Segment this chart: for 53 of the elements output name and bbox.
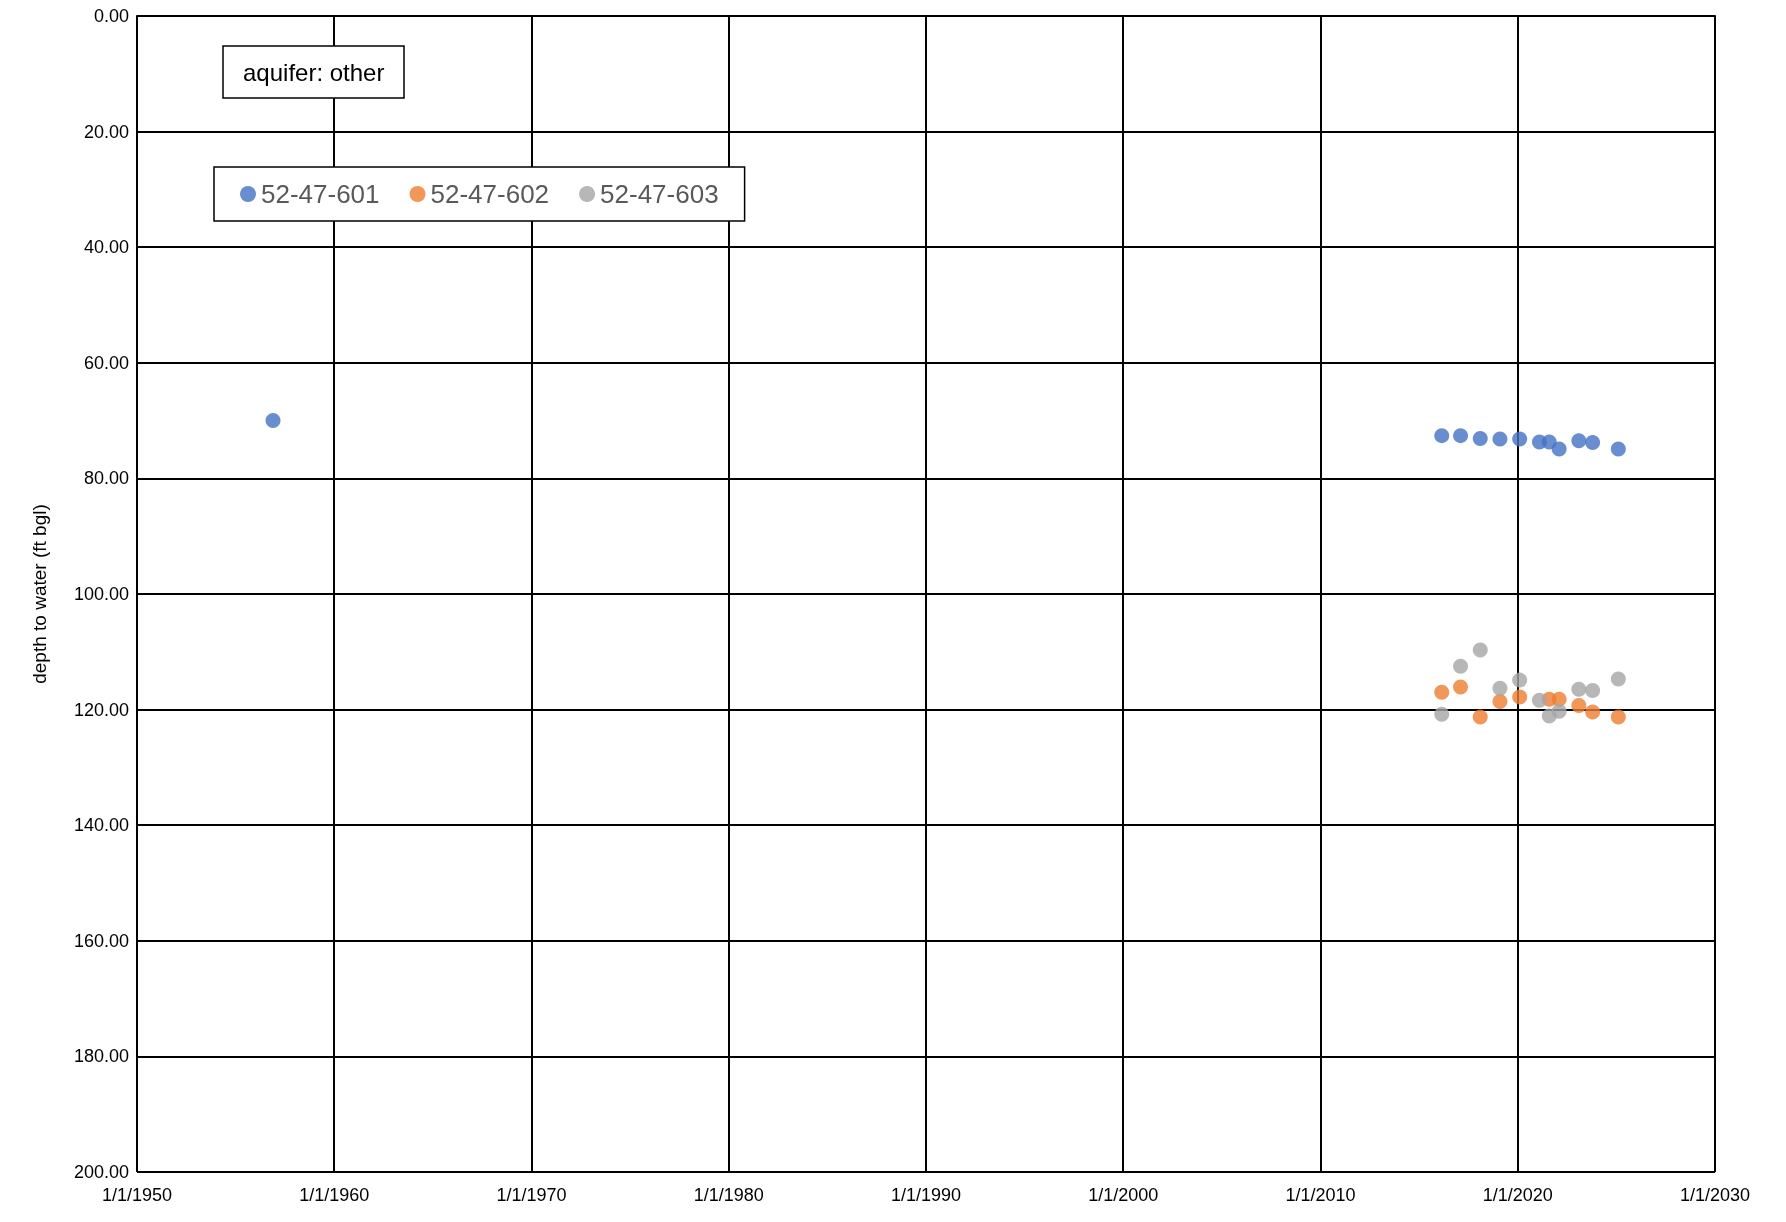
point [1492, 680, 1508, 696]
point [265, 413, 281, 429]
x-tick-label: 1/1/2010 [1285, 1185, 1356, 1205]
y-tick-label: 160.00 [73, 930, 129, 951]
point [1571, 681, 1587, 697]
point [1472, 431, 1488, 447]
point [1453, 679, 1469, 695]
point [1472, 709, 1488, 725]
y-tick-label: 140.00 [73, 815, 129, 836]
point [1571, 698, 1587, 714]
point [1610, 671, 1626, 687]
point [1453, 658, 1469, 674]
point [1492, 431, 1508, 447]
y-tick-label: 40.00 [83, 237, 129, 258]
y-tick-label: 100.00 [73, 584, 129, 604]
x-tick-label: 1/1/1960 [299, 1185, 370, 1205]
y-tick-label: 60.00 [83, 352, 129, 373]
y-tick-label: 80.00 [83, 468, 129, 489]
point [1512, 689, 1528, 705]
point [1512, 431, 1528, 447]
y-tick-label: 0.00 [93, 6, 129, 26]
x-tick-label: 1/1/1950 [101, 1185, 173, 1205]
point [1551, 441, 1567, 457]
point [1610, 709, 1626, 725]
point [1434, 706, 1450, 722]
point [1472, 642, 1488, 658]
point [1585, 683, 1601, 699]
legend-label: 52-47-601 [261, 179, 380, 209]
legend-label: 52-47-602 [430, 179, 550, 209]
y-tick-label: 20.00 [83, 121, 129, 142]
y-tick-label: 200.00 [73, 1162, 129, 1182]
annotation: aquifer: other [243, 58, 385, 86]
x-tick-label: 1/1/1980 [693, 1185, 764, 1205]
point [1571, 433, 1587, 449]
y-axis-title: depth to water (ft bgl) [29, 504, 50, 684]
point [1512, 672, 1528, 688]
point [1434, 428, 1450, 444]
x-tick-label: 1/1/1970 [496, 1185, 567, 1205]
legend-label: 52-47-603 [600, 179, 719, 209]
y-tick-label: 120.00 [73, 699, 129, 720]
y-tick-label: 180.00 [73, 1046, 129, 1067]
point [1610, 441, 1626, 457]
point [1585, 704, 1601, 720]
x-tick-label: 1/1/1990 [890, 1185, 962, 1205]
point [1453, 428, 1469, 444]
point [1551, 703, 1567, 719]
point [1531, 692, 1547, 708]
x-tick-label: 1/1/2030 [1679, 1185, 1751, 1205]
x-tick-label: 1/1/2020 [1482, 1185, 1553, 1205]
x-tick-label: 1/1/2000 [1088, 1185, 1159, 1205]
point [1492, 694, 1508, 709]
point [1585, 435, 1601, 451]
point [1434, 684, 1450, 700]
